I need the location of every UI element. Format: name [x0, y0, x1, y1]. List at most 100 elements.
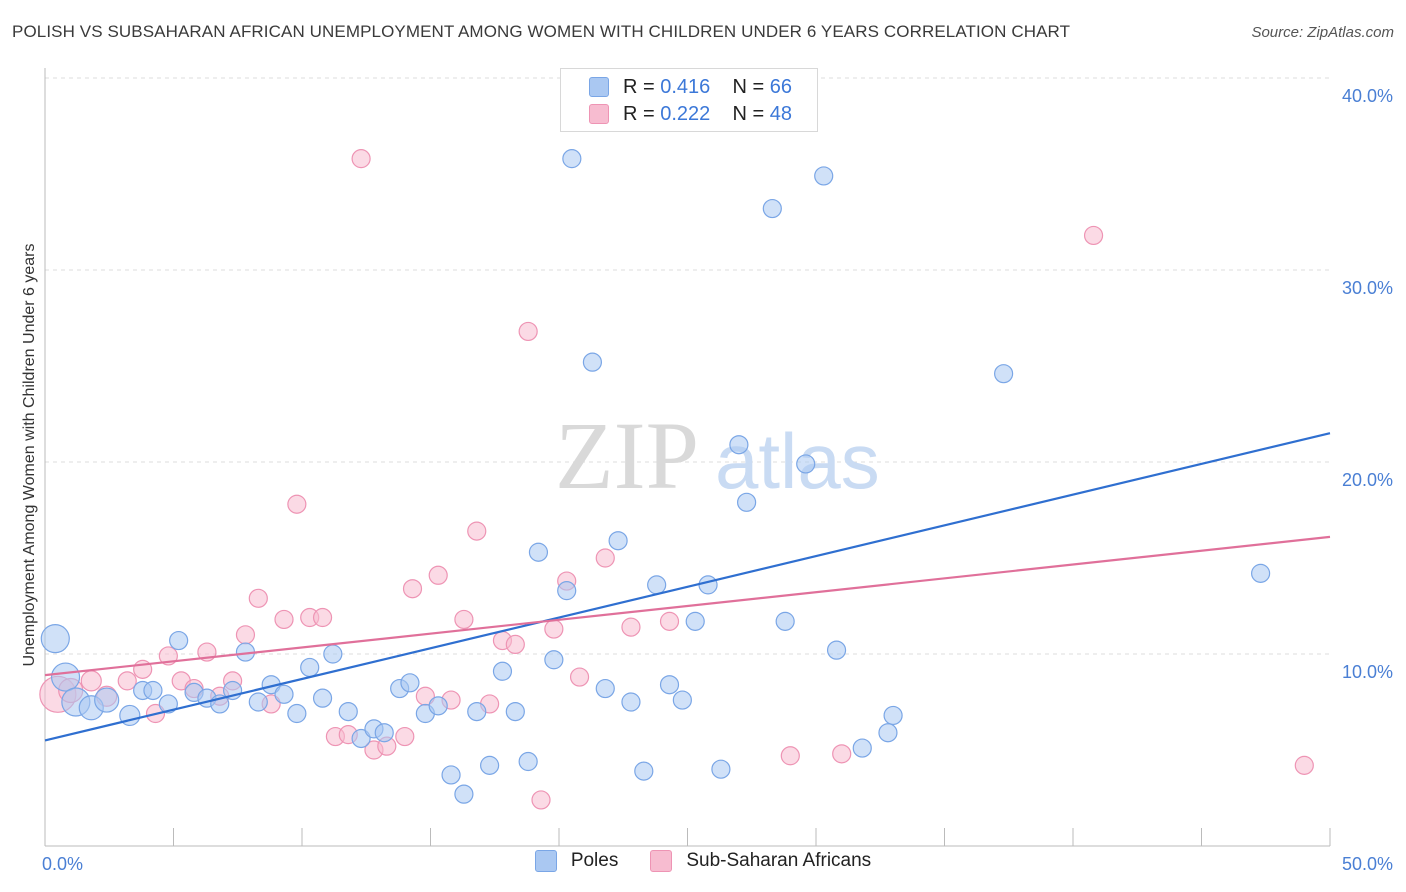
poles-point: [852, 738, 872, 758]
poles-point: [883, 705, 903, 726]
y-axis-label: Unemployment Among Women with Children U…: [21, 243, 38, 666]
africans-legend-swatch: [650, 850, 673, 872]
africans-point: [621, 617, 641, 637]
trend-lines: [44, 432, 1331, 742]
poles-point: [698, 575, 718, 595]
africans-r-label: R =: [623, 102, 655, 125]
poles-point: [428, 696, 448, 716]
poles-point: [300, 657, 320, 678]
poles-r-value: 0.416: [660, 75, 711, 98]
africans-point: [780, 746, 800, 766]
axes: [44, 68, 1331, 847]
poles-point: [557, 581, 577, 601]
poles-point: [351, 728, 371, 749]
africans-point: [80, 670, 102, 692]
poles-point: [312, 688, 333, 708]
poles-point: [505, 701, 525, 722]
poles-point: [338, 701, 358, 722]
poles-point: [544, 650, 564, 670]
poles-point: [274, 684, 294, 704]
africans-point: [531, 790, 551, 810]
poles-point: [647, 575, 667, 595]
poles-point: [878, 723, 898, 743]
poles-point: [158, 694, 178, 714]
africans-point: [544, 619, 564, 639]
poles-point: [528, 542, 549, 562]
y-tick-label: 40.0%: [1342, 86, 1393, 106]
africans-n-value: 48: [769, 102, 793, 125]
africans-trend-line: [44, 535, 1331, 677]
africans-r-value: 0.222: [660, 102, 711, 125]
africans-point: [467, 521, 487, 541]
tick-labels: 10.0% 20.0% 30.0% 40.0% 0.0% 50.0%: [42, 86, 1393, 874]
africans-point: [117, 671, 137, 691]
legend-row-poles: R = 0.416 N = 66: [589, 74, 792, 100]
x-tick-label: 50.0%: [1342, 854, 1393, 874]
poles-point: [608, 531, 628, 551]
poles-point: [595, 678, 615, 699]
africans-point: [454, 609, 474, 630]
poles-legend-label: Poles: [570, 850, 619, 871]
poles-point: [729, 435, 749, 455]
stats-legend: R = 0.416 N = 66 R = 0.222 N = 48: [560, 68, 818, 132]
africans-point: [505, 634, 525, 655]
x-tick-label: 0.0%: [42, 854, 83, 874]
poles-point: [737, 492, 757, 512]
africans-point: [395, 726, 415, 747]
africans-point: [287, 494, 307, 514]
africans-n-label: N =: [732, 102, 765, 125]
y-tick-label: 30.0%: [1342, 278, 1393, 298]
poles-point: [711, 759, 731, 779]
poles-point: [582, 352, 603, 372]
y-tick-label: 10.0%: [1342, 662, 1393, 682]
chart-title: POLISH VS SUBSAHARAN AFRICAN UNEMPLOYMEN…: [12, 22, 1071, 41]
watermark-zip: ZIP: [555, 402, 699, 509]
africans-point: [428, 565, 448, 585]
poles-point: [40, 624, 70, 654]
poles-point: [685, 611, 705, 631]
poles-point: [562, 149, 582, 169]
poles-swatch: [589, 77, 609, 97]
poles-point: [480, 755, 500, 775]
africans-point: [659, 611, 680, 631]
africans-point: [402, 579, 423, 599]
poles-point: [467, 701, 487, 722]
poles-point: [518, 751, 538, 772]
africans-point: [832, 744, 852, 764]
poles-point: [94, 687, 120, 713]
poles-point: [169, 630, 189, 651]
poles-point: [796, 454, 816, 474]
poles-point: [248, 692, 268, 712]
africans-point: [312, 607, 333, 628]
poles-point: [374, 723, 394, 743]
africans-point: [1083, 225, 1104, 246]
poles-point: [400, 673, 420, 693]
africans-point: [248, 588, 268, 608]
poles-n-label: N =: [732, 75, 765, 98]
series-poles-points: [40, 91, 1271, 804]
poles-point: [287, 703, 307, 724]
africans-point: [1294, 755, 1314, 775]
poles-point: [775, 611, 795, 631]
africans-point: [274, 609, 294, 630]
poles-point: [143, 680, 163, 701]
poles-point: [454, 784, 474, 804]
africans-swatch: [589, 104, 609, 124]
poles-point: [659, 675, 680, 695]
africans-point: [351, 149, 371, 169]
africans-point: [595, 548, 615, 568]
poles-point: [441, 765, 461, 785]
poles-point: [634, 761, 654, 781]
africans-point: [518, 321, 538, 342]
gridlines: [45, 77, 1330, 655]
poles-point: [323, 644, 343, 664]
legend-item-poles[interactable]: Poles: [534, 850, 619, 872]
poles-point: [50, 662, 81, 692]
poles-trend-line: [44, 432, 1331, 742]
poles-point: [994, 364, 1014, 384]
poles-r-label: R =: [623, 75, 655, 98]
legend-item-africans[interactable]: Sub-Saharan Africans: [650, 850, 871, 872]
y-tick-label: 20.0%: [1342, 470, 1393, 490]
africans-legend-label: Sub-Saharan Africans: [686, 850, 872, 871]
